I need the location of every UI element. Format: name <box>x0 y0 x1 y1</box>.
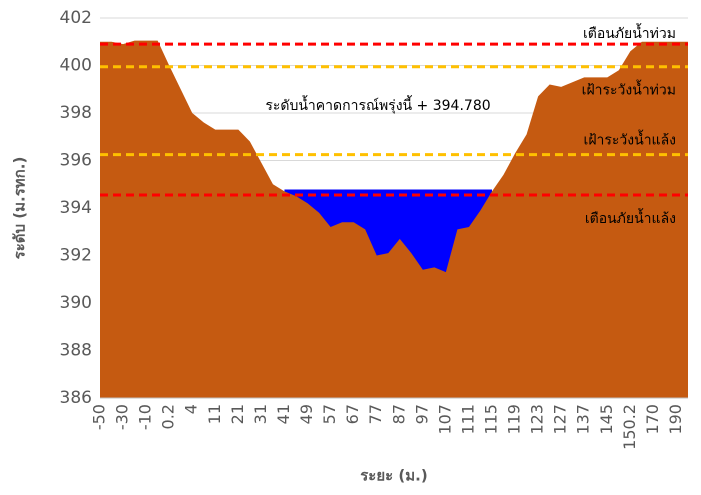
x-tick-label: 0.2 <box>159 404 178 429</box>
x-tick-label: -10 <box>136 404 155 430</box>
x-tick-label: 115 <box>482 404 501 435</box>
x-tick-label: 49 <box>297 404 316 424</box>
x-tick-label: 57 <box>320 404 339 424</box>
x-tick-label: 87 <box>389 404 408 424</box>
y-tick-label: 388 <box>60 341 92 361</box>
x-tick-label: 67 <box>343 404 362 424</box>
area <box>100 40 688 398</box>
x-tick-label: 145 <box>597 404 616 435</box>
y-tick-label: 386 <box>60 388 92 408</box>
reference-label: เฝ้าระวังน้ำท่วม <box>582 80 676 99</box>
x-tick-label: 97 <box>412 404 431 424</box>
x-tick-label: 111 <box>458 404 477 435</box>
x-tick-label: 170 <box>643 404 662 435</box>
x-tick-label: 127 <box>551 404 570 435</box>
x-tick-label: 119 <box>505 404 524 435</box>
x-tick-label: 150.2 <box>620 404 639 450</box>
x-tick-label: 190 <box>666 404 685 435</box>
y-tick-label: 402 <box>60 8 92 28</box>
y-tick-label: 400 <box>60 56 92 76</box>
y-tick-label: 394 <box>60 198 92 218</box>
y-axis-title: ระดับ (ม.รทก.) <box>11 157 29 260</box>
x-tick-label: -30 <box>113 404 132 430</box>
x-tick-label: 41 <box>274 404 293 424</box>
x-tick-label: 21 <box>228 404 247 424</box>
y-tick-label: 392 <box>60 246 92 266</box>
reference-label: เฝ้าระวังน้ำแล้ง <box>584 130 676 149</box>
reference-label: เตือนภัยน้ำท่วม <box>583 23 676 42</box>
x-tick-label: 107 <box>435 404 454 435</box>
x-tick-label: 137 <box>574 404 593 435</box>
y-tick-label: 390 <box>60 293 92 313</box>
y-tick-label: 398 <box>60 103 92 123</box>
annotation: ระดับน้ำคาดการณ์พรุ่งนี้ + 394.780 <box>265 95 490 114</box>
y-tick-label: 396 <box>60 151 92 171</box>
x-axis-title: ระยะ (ม.) <box>360 467 427 485</box>
x-tick-label: 31 <box>251 404 270 424</box>
x-tick-label: 4 <box>182 404 201 414</box>
x-tick-label: 123 <box>528 404 547 435</box>
reference-label: เตือนภัยน้ำแล้ง <box>585 208 676 227</box>
x-tick-label: -50 <box>90 404 109 430</box>
x-tick-label: 77 <box>366 404 385 424</box>
x-tick-label: 11 <box>205 404 224 424</box>
